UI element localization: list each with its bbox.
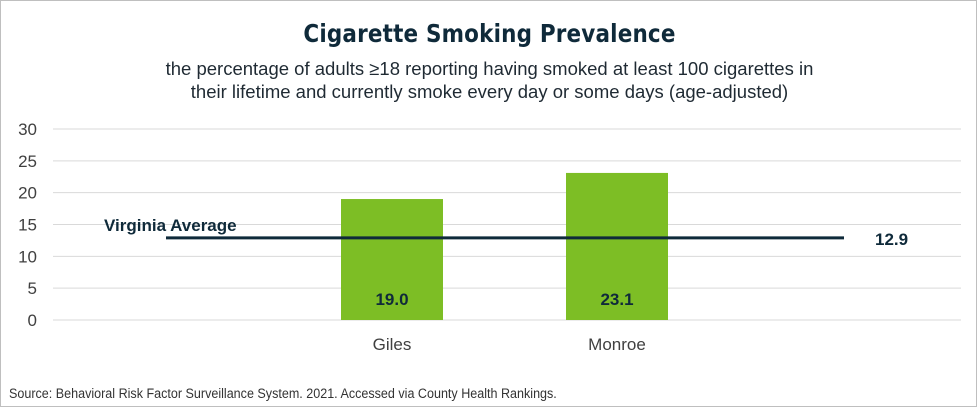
y-tick-label: 20 (18, 184, 37, 203)
reference-line-group: Virginia Average 12.9 (104, 216, 908, 249)
chart-subtitle-line-2: their lifetime and currently smoke every… (190, 81, 789, 102)
y-tick-label: 5 (28, 279, 37, 298)
reference-line-label: Virginia Average (104, 216, 237, 235)
bars (341, 172, 668, 320)
y-tick-label: 0 (28, 311, 37, 330)
gridlines (53, 128, 961, 321)
y-axis-ticks: 0 5 10 15 20 25 30 (18, 120, 37, 330)
x-tick-label: Giles (373, 335, 412, 354)
y-tick-label: 30 (18, 120, 37, 139)
y-tick-label: 15 (18, 216, 37, 235)
bar-value-label: 19.0 (375, 290, 408, 309)
x-axis-ticks: Giles Monroe (373, 335, 646, 354)
bar (341, 199, 443, 320)
plot-area: 0 5 10 15 20 25 30 Virginia Average 12.9 19.0 23… (18, 120, 961, 354)
y-tick-label: 10 (18, 247, 37, 266)
y-tick-label: 25 (18, 152, 37, 171)
chart-title: Cigarette Smoking Prevalence (303, 19, 676, 48)
bar-value-label: 23.1 (600, 290, 633, 309)
reference-line-value: 12.9 (875, 230, 908, 249)
chart-subtitle-line-1: the percentage of adults ≥18 reporting h… (165, 58, 814, 79)
bar (566, 172, 668, 320)
source-note: Source: Behavioral Risk Factor Surveilla… (9, 386, 557, 401)
data-labels: 19.0 23.1 (375, 290, 633, 309)
x-tick-label: Monroe (588, 335, 646, 354)
